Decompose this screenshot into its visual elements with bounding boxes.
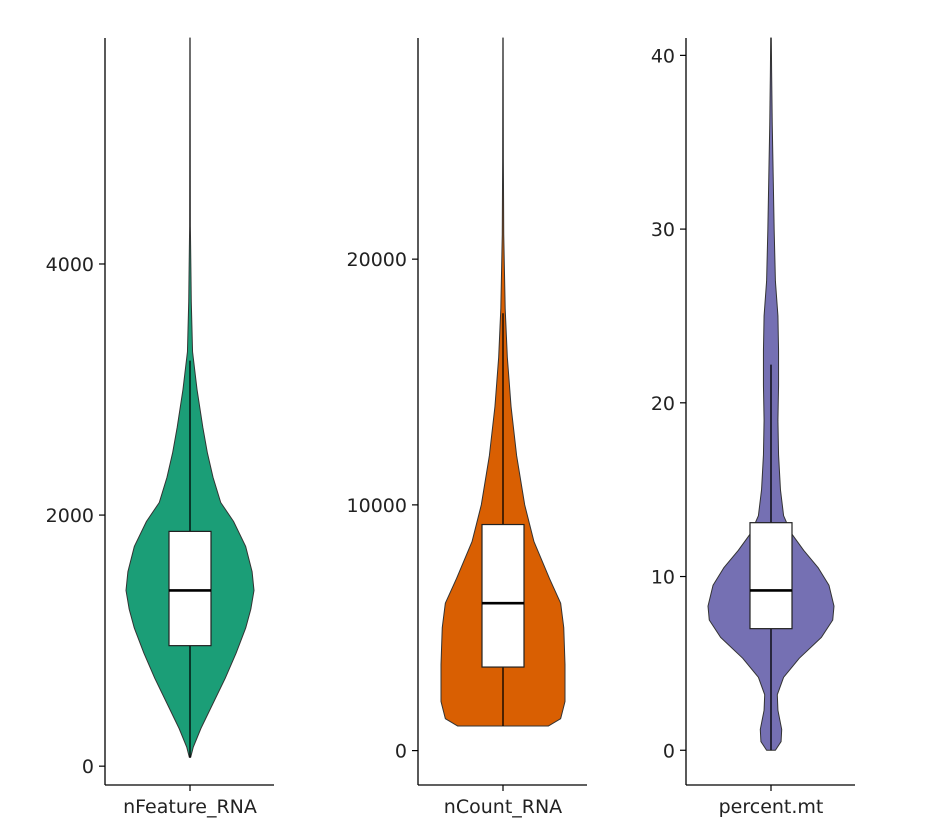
y-tick-label: 4000 <box>46 254 94 276</box>
y-tick-label: 10 <box>651 567 675 589</box>
box-iqr <box>749 522 793 630</box>
y-tick-label: 20 <box>651 393 675 415</box>
x-tick-label: percent.mt <box>719 796 824 818</box>
y-tick-label: 40 <box>651 45 675 67</box>
y-tick-label: 0 <box>395 741 407 763</box>
x-tick-label: nCount_RNA <box>444 796 562 818</box>
violin-panel-2: 0 10000 20000 nCount_RNA <box>347 37 587 818</box>
violin-panel-3: 0 10 20 30 40 percent.mt <box>651 37 855 818</box>
y-tick-label: 20000 <box>347 249 407 271</box>
y-tick-label: 30 <box>651 219 675 241</box>
y-tick-label: 0 <box>663 740 675 762</box>
box-iqr <box>481 523 525 668</box>
box-iqr <box>168 530 212 647</box>
y-tick-label: 10000 <box>347 495 407 517</box>
x-tick-label: nFeature_RNA <box>123 796 257 818</box>
y-tick-label: 2000 <box>46 505 94 527</box>
y-tick-label: 0 <box>82 756 94 778</box>
violin-panel-1: 0 2000 4000 nFeature_RNA <box>46 37 274 818</box>
